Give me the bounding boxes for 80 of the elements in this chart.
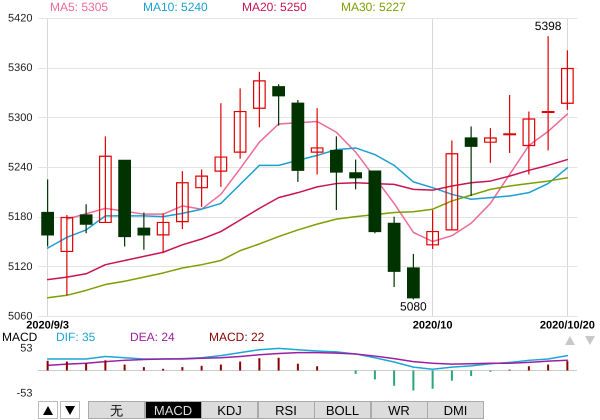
bar	[316, 366, 318, 370]
series-label: MACD: 22	[209, 330, 265, 344]
line-series	[46, 158, 568, 280]
bar	[142, 367, 145, 370]
series-label: DIF: 35	[56, 330, 96, 344]
candlestick	[426, 209, 439, 250]
candlestick	[446, 140, 458, 231]
text: RSI	[258, 401, 314, 419]
bar	[296, 364, 299, 370]
x-tick-label: 2020/10/20	[540, 320, 595, 332]
candlestick	[464, 126, 478, 197]
bar	[354, 370, 357, 374]
bar	[181, 367, 184, 370]
candlestick	[272, 84, 285, 126]
bar	[124, 364, 126, 370]
bar	[278, 358, 280, 370]
candlestick	[503, 94, 516, 154]
x-tick-label: 2020/10	[412, 320, 453, 332]
text: DMI	[427, 401, 484, 419]
bar	[393, 370, 396, 386]
x-tick-label: 2020/9/3	[26, 320, 70, 332]
text: MA20: 5250	[242, 0, 308, 14]
candlestick	[253, 71, 266, 128]
bar	[470, 370, 472, 376]
candlestick	[80, 204, 92, 234]
y-tick-label: 5420	[8, 12, 32, 24]
y-tick-label: 5120	[8, 260, 32, 273]
line-series	[46, 147, 568, 249]
y-tick-label: 5240	[8, 162, 32, 174]
candlestick	[156, 212, 170, 254]
bar	[547, 364, 550, 370]
bar	[46, 360, 49, 370]
bar	[450, 370, 453, 381]
series-label: DEA: 24	[130, 330, 176, 344]
text: WR	[370, 401, 428, 419]
text: MA30: 5227	[341, 0, 406, 14]
bar	[432, 370, 434, 389]
bar	[85, 363, 88, 370]
y-tick-label: 5300	[8, 112, 32, 124]
line-series	[46, 177, 568, 299]
line-series	[46, 348, 568, 370]
candlestick	[542, 36, 554, 152]
candlestick	[484, 127, 497, 164]
candlestick	[60, 214, 74, 296]
bar	[528, 366, 530, 370]
bar	[374, 370, 376, 380]
candlestick	[522, 110, 536, 176]
line-series	[46, 352, 568, 366]
bar	[66, 362, 68, 370]
candlestick	[176, 170, 189, 230]
candlestick	[310, 108, 324, 176]
annotation: 5080	[400, 299, 428, 314]
bar	[104, 360, 106, 370]
y-tick-label: 5180	[8, 211, 32, 224]
bar	[566, 361, 568, 370]
candlestick	[195, 168, 208, 208]
text: MACD	[144, 401, 202, 419]
y-tick-label: 53	[20, 342, 32, 354]
candlestick	[234, 88, 246, 160]
candlestick	[214, 102, 228, 188]
text: MA5: 5305	[50, 0, 108, 14]
text: KDJ	[201, 401, 258, 419]
y-tick-label: -53	[16, 388, 32, 400]
candlestick	[99, 136, 112, 224]
bar	[220, 364, 222, 370]
bar	[258, 358, 260, 370]
text: 无	[88, 401, 145, 419]
candlestick	[330, 136, 343, 211]
annotation: 5398	[534, 19, 562, 34]
text: BOLL	[314, 401, 371, 419]
y-tick-label: 5360	[8, 62, 32, 74]
candlestick	[349, 158, 362, 190]
legend-title: MACD	[2, 330, 38, 344]
bar	[200, 366, 203, 370]
candlestick	[561, 50, 574, 110]
text: MA10: 5240	[143, 0, 208, 14]
candlestick	[41, 178, 54, 248]
bar	[412, 370, 414, 390]
bar	[239, 362, 242, 370]
candlestick	[138, 212, 150, 250]
